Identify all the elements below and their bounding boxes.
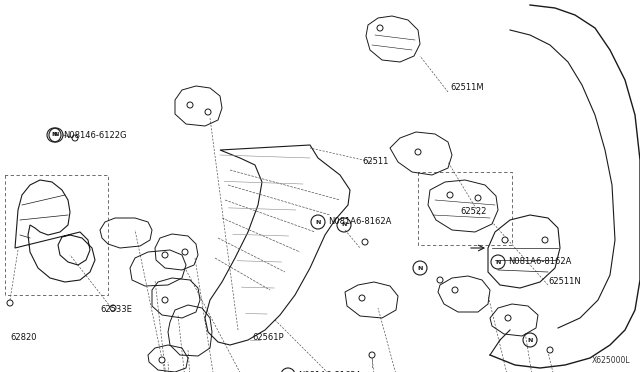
Text: N: N <box>495 260 500 264</box>
Text: N: N <box>417 266 422 270</box>
Circle shape <box>162 252 168 258</box>
Circle shape <box>159 357 165 363</box>
Circle shape <box>7 300 13 306</box>
Circle shape <box>377 25 383 31</box>
Circle shape <box>502 237 508 243</box>
Circle shape <box>447 192 453 198</box>
Circle shape <box>475 195 481 201</box>
Text: 62533E: 62533E <box>100 305 132 314</box>
Text: 62561P: 62561P <box>252 334 284 343</box>
Circle shape <box>205 109 211 115</box>
Circle shape <box>72 135 78 141</box>
Circle shape <box>452 287 458 293</box>
Circle shape <box>182 249 188 255</box>
Text: X625000L: X625000L <box>591 356 630 365</box>
Circle shape <box>415 149 421 155</box>
Text: N: N <box>51 132 57 138</box>
Text: N08146-6122G: N08146-6122G <box>63 131 127 140</box>
Circle shape <box>359 295 365 301</box>
Text: 62511: 62511 <box>362 157 388 167</box>
Text: 62820: 62820 <box>10 334 36 343</box>
Circle shape <box>369 352 375 358</box>
Text: N: N <box>316 219 321 224</box>
Text: N: N <box>53 132 59 138</box>
Text: 62522: 62522 <box>460 208 486 217</box>
Circle shape <box>542 237 548 243</box>
Text: 62511M: 62511M <box>450 83 484 93</box>
Circle shape <box>187 102 193 108</box>
Text: 62511N: 62511N <box>548 278 580 286</box>
Circle shape <box>162 297 168 303</box>
Text: N081A6-8162A: N081A6-8162A <box>298 371 362 372</box>
Circle shape <box>505 315 511 321</box>
Circle shape <box>437 277 443 283</box>
Circle shape <box>362 239 368 245</box>
Text: N081A6-8162A: N081A6-8162A <box>328 218 392 227</box>
Circle shape <box>110 305 116 311</box>
Text: N: N <box>527 337 532 343</box>
Circle shape <box>547 347 553 353</box>
Text: N: N <box>341 222 347 228</box>
Text: N081A6-8162A: N081A6-8162A <box>508 257 572 266</box>
